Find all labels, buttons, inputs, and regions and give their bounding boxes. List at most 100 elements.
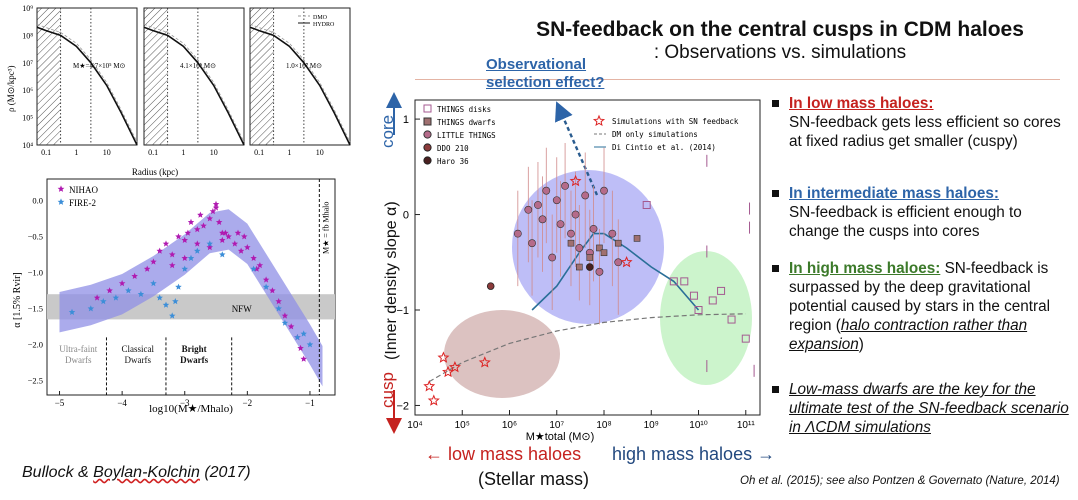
things-dwarfs-point (576, 263, 583, 271)
nihao-point (256, 262, 264, 269)
nihao-point (244, 244, 251, 251)
region-label-line1: Bright (182, 344, 207, 354)
fire2-point (262, 283, 270, 290)
density-y-tick: 10⁵ (22, 114, 33, 123)
nihao-point (200, 222, 207, 229)
fire2-point (206, 240, 213, 247)
title-divider (415, 79, 1060, 80)
fire2-point (150, 280, 157, 287)
dmo-density-curve (143, 23, 245, 143)
main-xlabel: M★total (M⊙) (526, 431, 595, 443)
density-legend-entry: HYDRO (313, 22, 335, 28)
fire2-point (219, 251, 226, 258)
main-x-tick: 10⁴ (407, 420, 422, 431)
bullet-body-high-pre: SN-feedback is surpassed by the deep gra… (789, 260, 1051, 334)
nihao-point (237, 247, 245, 254)
things-dwarfs-point (614, 239, 622, 247)
fire2-point (306, 341, 314, 348)
nihao-point (206, 244, 213, 251)
credit-text: Bullock & Boylan-Kolchin (2017) (22, 464, 251, 482)
little-things-point (548, 253, 557, 262)
nihao-point (181, 236, 188, 243)
legend-marker (423, 130, 432, 139)
bullet-body-low: SN-feedback gets less efficient so cores… (789, 114, 1061, 150)
main-x-tick: 10¹¹ (737, 420, 755, 431)
nihao-point (184, 229, 192, 236)
alpha-legend-marker (57, 185, 65, 192)
nihao-point (143, 265, 151, 272)
nihao-point (169, 251, 176, 258)
fire2-point (187, 254, 195, 261)
little-things-point (589, 224, 598, 233)
bullet-square-icon (772, 265, 779, 272)
bullet-intermediate-mass: In intermediate mass haloes: SN-feedback … (772, 184, 1072, 241)
density-legend-entry: DMO (313, 15, 328, 21)
little-things-point (561, 182, 569, 190)
nihao-point (269, 287, 276, 294)
density-y-tick: 10⁶ (22, 86, 33, 95)
hatched-resolution-region (144, 8, 168, 145)
bullet-heading-low: In low mass haloes: (789, 95, 934, 112)
bullet-high-mass: In high mass haloes: SN-feedback is surp… (772, 259, 1072, 354)
nihao-point (194, 240, 201, 247)
density-panel-annotation: 4.1×10⁶ M⊙ (180, 62, 216, 70)
little-things-point (556, 220, 565, 228)
sn-sim-point (478, 356, 491, 368)
density-x-tick: 1 (181, 148, 185, 157)
things-disks-point (717, 286, 726, 295)
slide-title: SN-feedback on the central cusps in CDM … (536, 18, 1024, 41)
things-dwarfs-point (567, 239, 575, 247)
things-disks-point (741, 334, 750, 343)
density-panel-annotation: 1.0×10⁷ M⊙ (286, 62, 322, 70)
density-x-tick: 0.1 (254, 148, 264, 157)
alpha-legend-marker (57, 198, 65, 205)
little-things-point (534, 201, 542, 209)
nihao-point (209, 208, 217, 215)
nihao-point (234, 229, 242, 236)
density-profile-panels: ρ (M⊙/kpc³) Radius (kpc) 0.1 1 10 M★=4.7×10… (6, 4, 351, 177)
things-disks-point (680, 277, 689, 286)
alpha-x-tick: −4 (117, 398, 127, 408)
little-things-point (542, 186, 551, 195)
sn-sim-point (448, 361, 461, 373)
hatched-resolution-region (250, 8, 274, 145)
legend-marker (423, 143, 432, 152)
region-label-line2: Dwarfs (65, 355, 92, 365)
fire2-point (137, 290, 145, 297)
density-y-tick: 10⁴ (22, 141, 33, 150)
fire2-point (162, 301, 170, 308)
credit-squiggly: Boylan-Kolchin (93, 464, 200, 481)
inner-slope-vs-stellar-mass-chart: M★total (M⊙) THINGS disks THINGS dwarfs LI… (396, 99, 761, 443)
bullet-body-high-post: ) (858, 336, 864, 353)
alpha-vs-mass-ratio-chart: α [1.5% Rvir] log10(M★/Mhalo) NFW M★ = fb… (12, 178, 336, 415)
density-panel-annotation: M★=4.7×10⁵ M⊙ (73, 62, 126, 70)
region-label-line1: Classical (122, 344, 155, 354)
little-things-point (524, 205, 533, 214)
main-x-tick: 10⁶ (502, 420, 517, 431)
alpha-y-tick: 0.0 (32, 196, 43, 206)
things-disks-point (669, 277, 678, 286)
alpha-legend-entry: FIRE-2 (69, 198, 96, 208)
reference-text: Oh et al. (2015); see also Pontzen & Gov… (740, 475, 1060, 487)
little-things-point (552, 196, 561, 205)
density-xlabel: Radius (kpc) (132, 167, 178, 177)
alpha-y-tick: −1.0 (28, 268, 43, 278)
legend-marker (423, 104, 432, 113)
haro36-point (585, 263, 594, 271)
fire2-point (68, 308, 76, 315)
nihao-point (275, 298, 282, 305)
low-mass-region (444, 310, 560, 398)
main-x-tick: 10⁷ (549, 420, 564, 431)
fb-limit-label: M★ = fb Mhalo (322, 202, 331, 254)
density-y-tick: 10⁸ (22, 31, 33, 40)
things-disks-point (708, 296, 717, 305)
things-dwarfs-point (600, 249, 608, 257)
ddo210-point (486, 282, 495, 290)
nihao-point (297, 344, 304, 351)
bullet-italic-conclusion: Low-mass dwarfs are the key for the ulti… (789, 381, 1069, 436)
observational-line-2: selection effect? (486, 74, 605, 91)
things-disks-point (694, 306, 703, 314)
nihao-point (175, 233, 182, 240)
nihao-point (262, 276, 270, 283)
legend-marker (592, 114, 606, 127)
